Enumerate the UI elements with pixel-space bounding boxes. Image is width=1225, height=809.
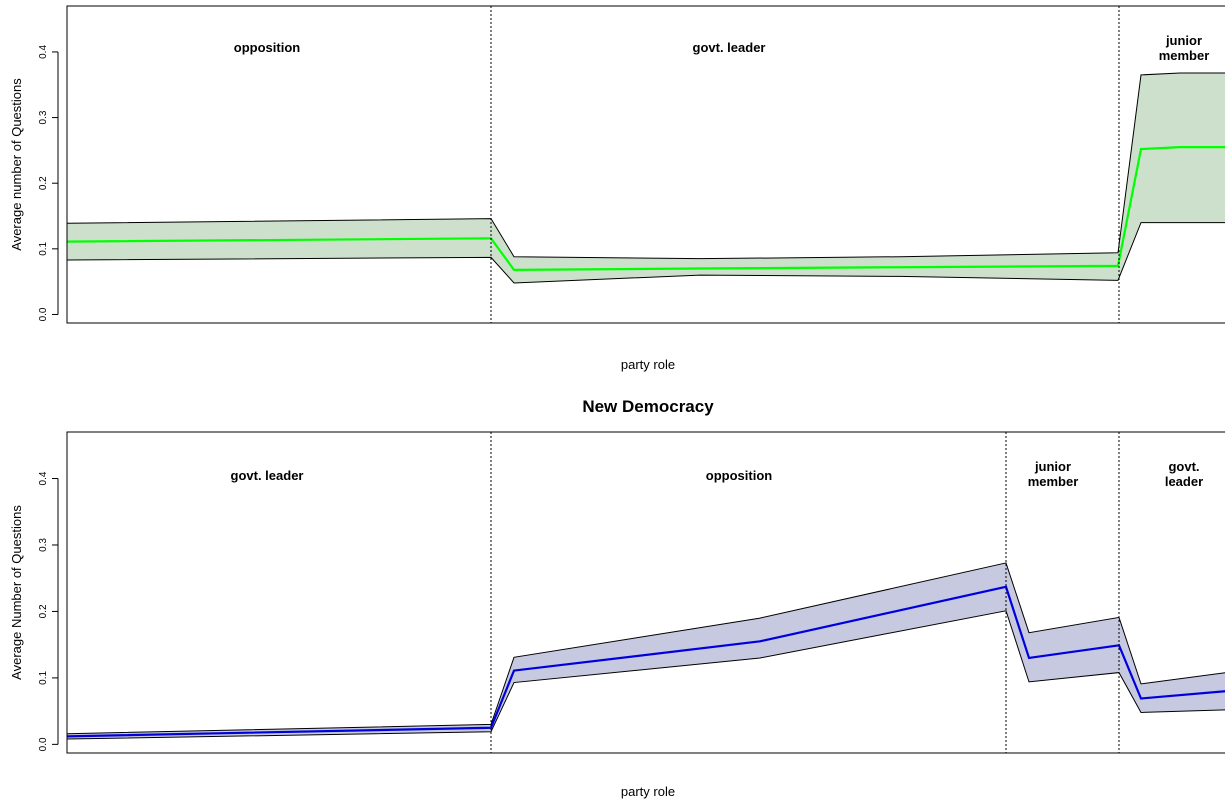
region-label-line: govt. leader xyxy=(231,468,304,483)
y-tick-label: 0.2 xyxy=(38,604,49,618)
mean-line xyxy=(66,585,1225,738)
y-tick-label: 0.4 xyxy=(38,45,49,59)
region-label-line: opposition xyxy=(234,40,300,55)
region-label-line: junior xyxy=(1165,33,1202,48)
region-label: govt. leader xyxy=(231,468,304,483)
y-tick-label: 0.3 xyxy=(38,110,49,124)
region-label: opposition xyxy=(706,468,772,483)
region-label: opposition xyxy=(234,40,300,55)
plot-frame xyxy=(66,5,1225,324)
chart-panel-1: opposition govt. leader junior member 0.0 0.1… xyxy=(9,5,1225,372)
y-tick-label: 0.4 xyxy=(38,471,49,485)
y-axis-title: Average number of Questions xyxy=(9,78,24,251)
region-label-line: govt. xyxy=(1168,459,1199,474)
chart-title: New Democracy xyxy=(582,397,714,416)
region-label-line: leader xyxy=(1165,474,1203,489)
region-label-line: govt. leader xyxy=(693,40,766,55)
y-tick-label: 0.2 xyxy=(38,176,49,190)
mean-line xyxy=(66,146,1225,271)
region-label: govt. leader xyxy=(1165,459,1203,489)
lower-bound-line xyxy=(66,610,1225,740)
upper-bound-line xyxy=(66,72,1225,260)
chart-panel-2: govt. leader opposition junior member govt. l… xyxy=(9,397,1225,799)
region-label: junior member xyxy=(1159,33,1210,63)
region-label-line: member xyxy=(1159,48,1210,63)
y-tick-label: 0.0 xyxy=(38,737,49,751)
region-label-line: junior xyxy=(1034,459,1071,474)
region-label-line: member xyxy=(1028,474,1079,489)
y-tick-label: 0.3 xyxy=(38,538,49,552)
y-tick-label: 0.1 xyxy=(38,241,49,255)
confidence-band xyxy=(67,562,1225,740)
upper-bound-line xyxy=(66,562,1225,735)
confidence-band xyxy=(67,72,1225,283)
x-axis-title: party role xyxy=(621,357,675,372)
region-label-line: opposition xyxy=(706,468,772,483)
plot-frame xyxy=(66,431,1225,754)
x-axis-title: party role xyxy=(621,784,675,799)
y-tick-label: 0.0 xyxy=(38,307,49,321)
y-tick-label: 0.1 xyxy=(38,671,49,685)
y-axis-title: Average Number of Questions xyxy=(9,505,24,680)
region-label: junior member xyxy=(1028,459,1079,489)
region-label: govt. leader xyxy=(693,40,766,55)
lower-bound-line xyxy=(66,222,1225,284)
